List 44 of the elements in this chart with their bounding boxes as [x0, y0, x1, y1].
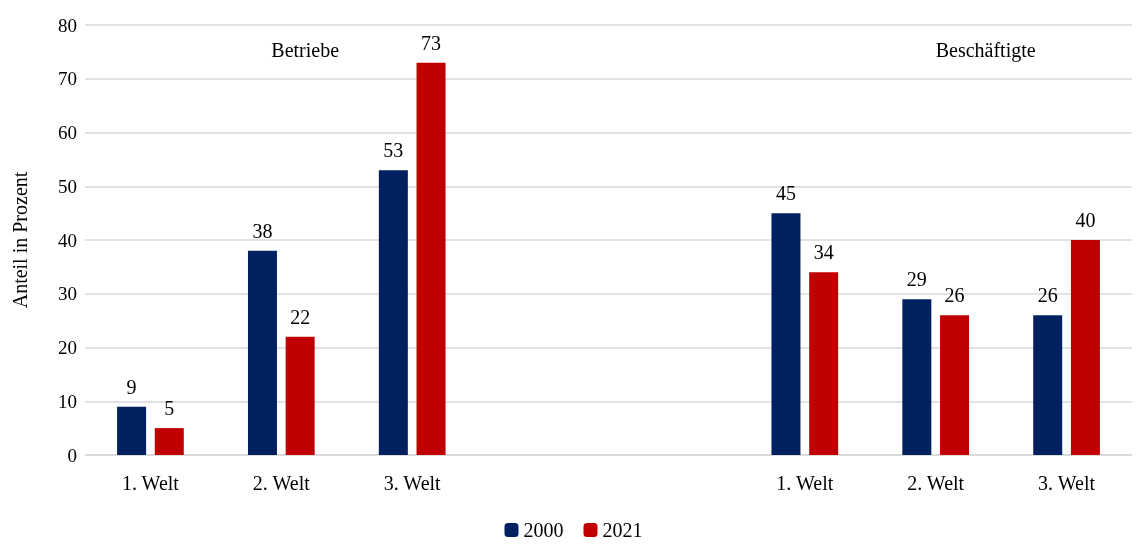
legend-label: 2021 [602, 519, 643, 541]
bar [285, 336, 315, 455]
data-label: 34 [813, 241, 834, 264]
x-tick-label: 2. Welt [907, 472, 965, 494]
y-axis-title: Anteil in Prozent [9, 171, 31, 309]
x-tick-label: 3. Welt [383, 472, 442, 494]
bar [940, 315, 970, 455]
data-label: 26 [1037, 284, 1058, 307]
bar [247, 250, 277, 455]
x-tick-label: 1. Welt [776, 472, 834, 494]
x-tick-label: 3. Welt [1038, 472, 1096, 494]
data-label: 53 [383, 139, 404, 162]
bar [416, 62, 446, 455]
bar [378, 170, 408, 455]
bar [1070, 240, 1100, 455]
x-tick-label: 1. Welt [121, 472, 180, 494]
bar [1033, 315, 1063, 455]
data-label: 29 [906, 268, 927, 291]
y-tick-label: 20 [58, 337, 77, 358]
y-tick-label: 0 [67, 444, 77, 466]
data-label: 26 [944, 284, 965, 307]
y-tick-label: 70 [58, 68, 77, 90]
bar [154, 428, 184, 455]
data-label: 38 [252, 219, 273, 242]
data-label: 22 [290, 305, 311, 328]
data-label: 40 [1075, 209, 1096, 231]
y-tick-label: 30 [58, 283, 77, 305]
y-tick-label: 80 [58, 14, 77, 36]
y-tick-label: 10 [58, 390, 77, 412]
bar [117, 406, 147, 455]
bar [809, 272, 839, 455]
data-label: 45 [775, 182, 796, 205]
y-tick-label: 40 [58, 229, 77, 251]
legend-label: 2000 [523, 519, 564, 541]
y-tick-label: 50 [58, 175, 77, 197]
data-label: 73 [421, 31, 442, 54]
x-tick-label: 2. Welt [252, 472, 311, 494]
data-label: 5 [164, 397, 175, 420]
y-tick-label: 60 [58, 122, 77, 143]
data-label: 9 [126, 375, 137, 398]
bar [771, 213, 801, 455]
bar [902, 299, 932, 455]
annotation: Beschäftigte [935, 39, 1036, 62]
annotation: Betriebe [271, 39, 340, 61]
